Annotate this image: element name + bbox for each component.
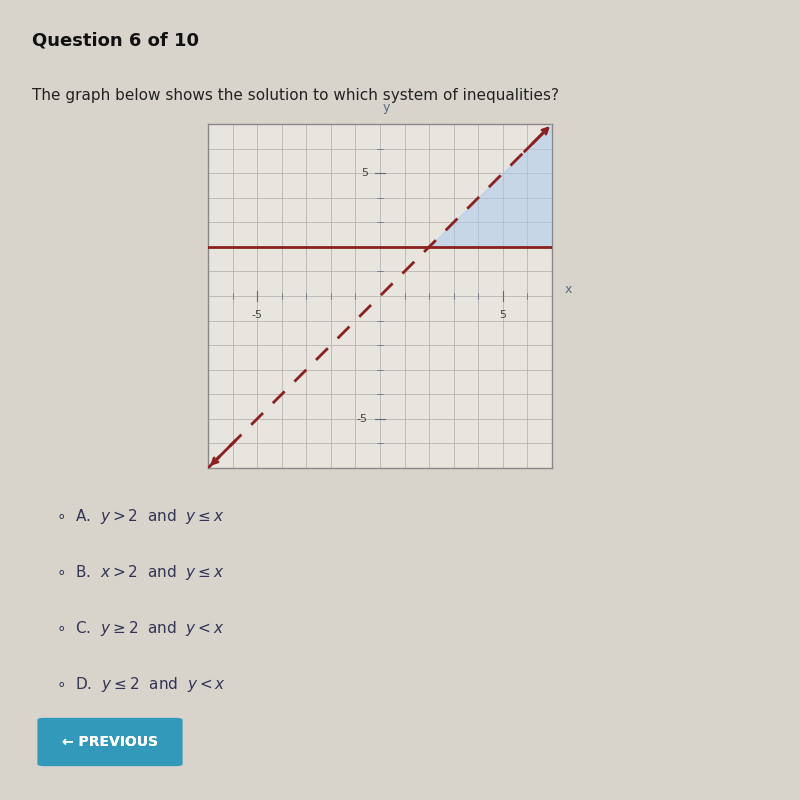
Polygon shape (429, 124, 552, 247)
FancyBboxPatch shape (38, 718, 182, 766)
Text: y: y (382, 101, 390, 114)
Text: $\circ$  B.  $x > 2$  and  $y \leq x$: $\circ$ B. $x > 2$ and $y \leq x$ (56, 562, 225, 582)
Text: ← PREVIOUS: ← PREVIOUS (62, 735, 158, 749)
Text: -5: -5 (252, 310, 262, 319)
Text: 5: 5 (499, 310, 506, 319)
Text: Question 6 of 10: Question 6 of 10 (32, 32, 199, 50)
Text: 5: 5 (361, 168, 368, 178)
Text: $\circ$  D.  $y \leq 2$  and  $y < x$: $\circ$ D. $y \leq 2$ and $y < x$ (56, 674, 226, 694)
Text: $\circ$  C.  $y \geq 2$  and  $y < x$: $\circ$ C. $y \geq 2$ and $y < x$ (56, 618, 225, 638)
Text: x: x (564, 283, 572, 296)
Text: $\circ$  A.  $y > 2$  and  $y \leq x$: $\circ$ A. $y > 2$ and $y \leq x$ (56, 506, 225, 526)
Text: The graph below shows the solution to which system of inequalities?: The graph below shows the solution to wh… (32, 88, 559, 103)
Text: ← PREVIOUS: ← PREVIOUS (62, 735, 158, 749)
Text: -5: -5 (357, 414, 368, 424)
